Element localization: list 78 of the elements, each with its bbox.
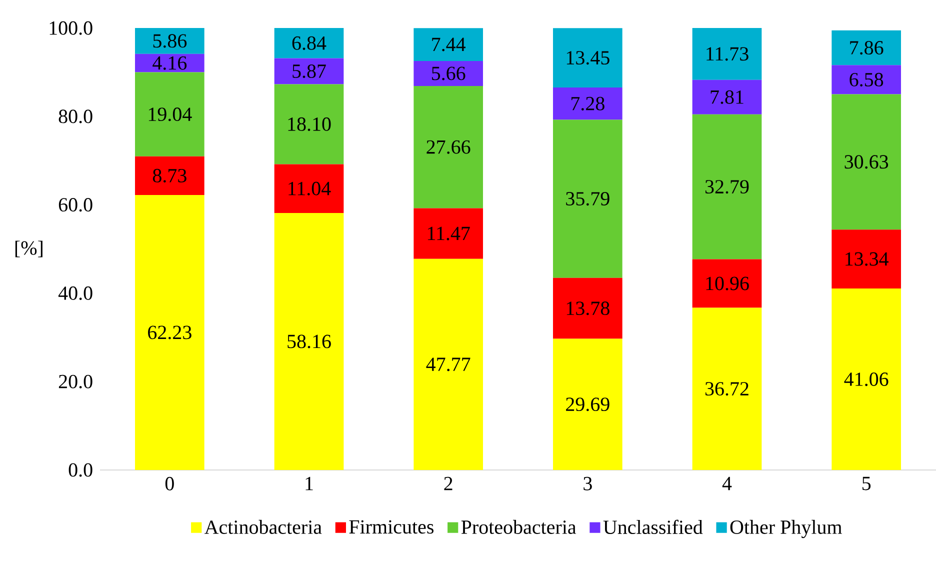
data-label: 19.04 xyxy=(148,108,192,122)
bar xyxy=(274,28,344,58)
y-tick-label: 0.0 xyxy=(68,463,92,477)
legend-label: Firmicutes xyxy=(349,520,434,534)
bar xyxy=(692,28,762,80)
bar xyxy=(553,338,622,470)
bar xyxy=(414,258,483,470)
data-label: 11.73 xyxy=(706,47,748,61)
data-label: 10.96 xyxy=(706,276,749,290)
data-label: 30.63 xyxy=(844,155,888,169)
data-label: 5.66 xyxy=(432,66,466,80)
legend-label: Other Phylum xyxy=(730,520,842,538)
bar xyxy=(553,120,622,278)
bar xyxy=(692,308,762,470)
bar xyxy=(135,54,204,72)
x-tick-label: 2 xyxy=(444,476,452,490)
bar xyxy=(274,164,344,213)
bar xyxy=(274,212,344,470)
data-label: 6.58 xyxy=(850,72,884,86)
legend-label: Unclassified xyxy=(603,520,703,534)
data-label: 36.72 xyxy=(705,382,748,396)
bar xyxy=(135,194,204,470)
data-label: 18.10 xyxy=(288,117,331,131)
bar xyxy=(414,60,483,86)
bar xyxy=(553,88,622,120)
y-tick-label: 40.0 xyxy=(58,286,92,300)
bar xyxy=(553,28,622,88)
data-label: 11.04 xyxy=(288,182,331,196)
bar xyxy=(135,156,204,195)
bar xyxy=(832,230,901,289)
y-tick-label: 100.0 xyxy=(50,21,92,35)
bar xyxy=(135,72,204,156)
bar xyxy=(135,28,204,54)
bar xyxy=(832,30,901,66)
legend-label: Proteobacteria xyxy=(461,520,576,534)
data-label: 29.69 xyxy=(566,398,610,412)
data-label: 11.47 xyxy=(428,226,470,240)
data-label: 32.79 xyxy=(705,180,749,194)
bar xyxy=(692,259,762,308)
bar xyxy=(414,28,483,61)
bar xyxy=(692,80,762,114)
data-label: 41.06 xyxy=(844,372,888,386)
bar xyxy=(692,114,762,260)
bar xyxy=(832,65,901,94)
y-tick-label: 80.0 xyxy=(58,110,92,124)
data-label: 5.86 xyxy=(153,34,187,48)
data-label: 58.16 xyxy=(288,334,331,348)
data-label: 8.73 xyxy=(152,168,186,182)
data-label: 5.87 xyxy=(292,64,326,78)
data-label: 27.66 xyxy=(426,140,470,154)
x-tick-label: 1 xyxy=(306,476,313,490)
bar xyxy=(553,278,622,339)
x-tick-label: 4 xyxy=(722,476,732,490)
y-axis-title: [%] xyxy=(15,240,42,258)
bar xyxy=(414,86,483,208)
bar xyxy=(414,208,483,259)
bar xyxy=(274,84,344,164)
data-label: 7.28 xyxy=(571,96,604,110)
data-label: 7.44 xyxy=(432,38,466,52)
data-label: 6.84 xyxy=(292,36,326,50)
x-tick-label: 3 xyxy=(584,476,592,490)
legend-label: Actinobacteria xyxy=(204,520,322,534)
bar xyxy=(274,58,344,84)
x-tick-label: 0 xyxy=(165,476,174,490)
data-label: 13.34 xyxy=(846,252,889,266)
data-label: 7.86 xyxy=(850,40,884,55)
data-label: 4.16 xyxy=(152,56,187,70)
data-label: 35.79 xyxy=(566,192,610,206)
y-tick-label: 60.0 xyxy=(58,198,92,212)
data-label: 62.23 xyxy=(148,326,192,340)
x-tick-label: 5 xyxy=(862,476,871,490)
y-tick-label: 20.0 xyxy=(58,374,92,388)
data-label: 13.78 xyxy=(566,302,610,316)
data-label: 47.77 xyxy=(426,358,470,372)
data-label: 7.81 xyxy=(710,90,744,104)
bar xyxy=(832,288,901,470)
data-label: 13.45 xyxy=(566,51,610,65)
bar xyxy=(832,94,901,230)
